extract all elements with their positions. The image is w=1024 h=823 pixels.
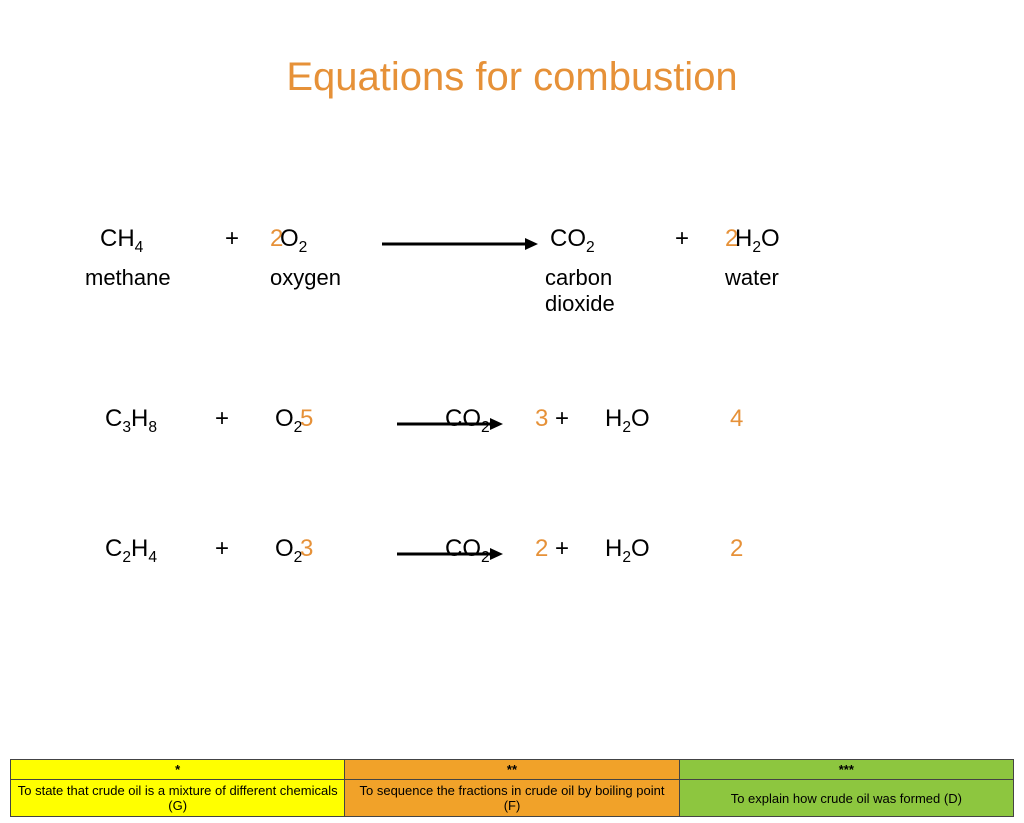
plus-sign: + [555,405,569,433]
plus-sign: + [555,535,569,563]
formula-sub: 2 [752,239,761,256]
plus-sign: + [675,225,689,253]
formula-sub: 2 [622,549,631,566]
formula-sub: 2 [481,549,490,566]
formula-sub: 4 [148,549,157,566]
eq1-reactant1: CH4 [100,225,143,257]
formula-sub: 2 [586,239,595,256]
formula-text: CH [100,225,135,252]
formula-text: C [105,405,122,432]
coefficient: 2 [535,535,548,563]
equation-1-names: methane oxygen carbondioxide water [80,265,950,305]
eq2-reactant2: O2 [275,405,302,437]
formula-text: H [735,225,752,252]
level-2-stars: ** [345,760,679,780]
plus-sign: + [215,535,229,563]
formula-sub: 2 [299,239,308,256]
eq2-product1: CO2 [445,405,490,437]
formula-text: CO [445,405,481,432]
level-3-text: To explain how crude oil was formed (D) [679,780,1013,817]
eq1-product1: CO2 [550,225,595,257]
formula-text: H [605,405,622,432]
formula-text: H [131,535,148,562]
eq1-reactant2: O2 [280,225,307,257]
formula-text: CO [445,535,481,562]
formula-text: O [631,535,650,562]
coefficient: 5 [300,405,313,433]
eq3-reactant2: O2 [275,535,302,567]
level-1-text: To state that crude oil is a mixture of … [11,780,345,817]
eq1-product2: H2O [735,225,780,257]
coefficient: 3 [535,405,548,433]
name-methane: methane [85,265,171,291]
plus-sign: + [215,405,229,433]
formula-sub: 4 [135,239,144,256]
formula-text: C [105,535,122,562]
plus-sign: + [225,225,239,253]
equations-area: CH4 + 2 O2 CO2 + 2 H2O methane oxygen ca… [80,225,950,575]
level-2-text: To sequence the fractions in crude oil b… [345,780,679,817]
eq3-reactant1: C2H4 [105,535,157,567]
equation-2: C3H8 + O2 5 CO2 3 + H2O 4 [80,405,950,445]
reaction-arrow-icon [380,237,540,251]
formula-text: O [280,225,299,252]
equation-3: C2H4 + O2 3 CO2 2 + H2O 2 [80,535,950,575]
level-3-stars: *** [679,760,1013,780]
formula-text: O [631,405,650,432]
formula-sub: 2 [481,419,490,436]
formula-sub: 2 [622,419,631,436]
formula-sub: 3 [122,419,131,436]
formula-text: H [605,535,622,562]
page-title: Equations for combustion [0,55,1024,100]
level-1-stars: * [11,760,345,780]
formula-sub: 2 [122,549,131,566]
formula-text: O [275,405,294,432]
formula-text: CO [550,225,586,252]
eq2-product2: H2O [605,405,650,437]
formula-text: O [275,535,294,562]
formula-text: H [131,405,148,432]
coefficient: 4 [730,405,743,433]
coefficient: 2 [730,535,743,563]
name-oxygen: oxygen [270,265,341,291]
eq3-product1: CO2 [445,535,490,567]
eq3-product2: H2O [605,535,650,567]
coefficient: 3 [300,535,313,563]
formula-sub: 8 [148,419,157,436]
eq2-reactant1: C3H8 [105,405,157,437]
name-carbon-dioxide: carbondioxide [545,265,615,318]
equation-1: CH4 + 2 O2 CO2 + 2 H2O [80,225,950,265]
name-water: water [725,265,779,291]
formula-text: O [761,225,780,252]
